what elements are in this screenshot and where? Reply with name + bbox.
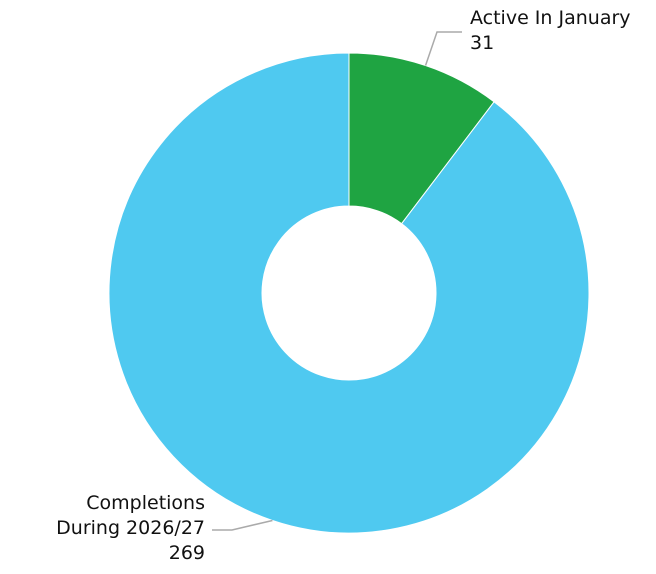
slice-label: Active In January 31 xyxy=(470,6,656,56)
label-value: 269 xyxy=(168,542,205,564)
label-value: 31 xyxy=(470,32,495,54)
slice xyxy=(348,52,495,225)
label-name: Completions During 2026/27 xyxy=(56,492,205,539)
label-name: Active In January xyxy=(470,7,631,29)
slice xyxy=(108,52,590,534)
slice-label: Completions During 2026/27 269 xyxy=(35,491,205,566)
leader-line xyxy=(424,31,462,66)
leader-line xyxy=(212,519,273,531)
